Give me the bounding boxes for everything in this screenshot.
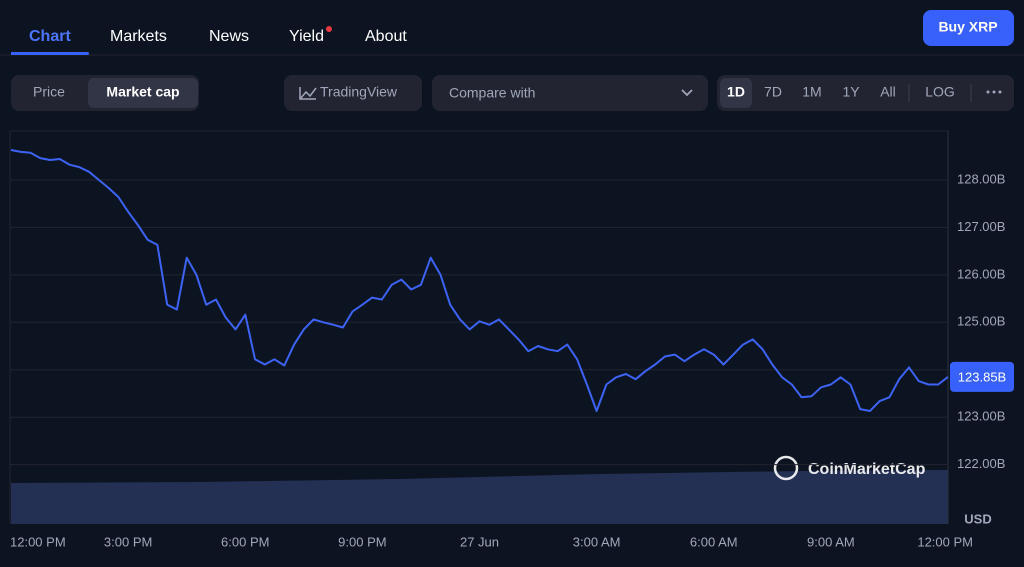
nav-tab[interactable]: Chart <box>29 28 71 45</box>
range-option[interactable]: 1D <box>727 84 745 100</box>
range-option[interactable]: 7D <box>764 84 782 100</box>
y-tick-label: 126.00B <box>957 266 1005 281</box>
notification-dot <box>325 26 332 32</box>
compare-label[interactable]: Compare with <box>449 85 535 101</box>
tradingview-button[interactable] <box>284 75 422 111</box>
x-tick-label: 9:00 AM <box>807 534 855 549</box>
volume-band <box>11 470 948 524</box>
buy-button[interactable] <box>923 10 1014 46</box>
price-tag-label: 123.85B <box>958 369 1006 384</box>
dot <box>998 90 1002 94</box>
chevron-icon <box>681 89 693 97</box>
buy-button-label[interactable]: Buy XRP <box>938 19 997 35</box>
range-option[interactable]: 1Y <box>842 84 860 100</box>
y-tick-label: 122.00B <box>957 456 1005 471</box>
x-tick-label: 3:00 PM <box>104 534 152 549</box>
x-tick-label: 9:00 PM <box>338 534 386 549</box>
dot <box>986 90 990 94</box>
toggle-option[interactable]: Price <box>33 84 65 100</box>
compare-select[interactable] <box>432 75 708 111</box>
range-option[interactable]: 1M <box>802 84 821 100</box>
nav-tab[interactable]: Markets <box>110 28 167 45</box>
range-option[interactable]: LOG <box>925 84 955 100</box>
y-tick-label: 123.00B <box>957 409 1005 424</box>
range-option[interactable]: All <box>880 84 896 100</box>
x-tick-label: 12:00 PM <box>917 534 973 549</box>
x-tick-label: 12:00 PM <box>10 534 66 549</box>
nav-tab[interactable]: Yield <box>289 28 324 45</box>
watermark: CoinMarketCap <box>808 461 926 478</box>
x-tick-label: 6:00 AM <box>690 534 738 549</box>
tradingview-icon <box>299 87 317 100</box>
range-active <box>720 78 752 108</box>
x-tick-label: 27 Jun <box>460 534 499 549</box>
watermark-logo <box>773 455 799 481</box>
nav-tab[interactable]: About <box>365 28 407 45</box>
y-tick-label: 128.00B <box>957 171 1005 186</box>
y-tick-label: 127.00B <box>957 219 1005 234</box>
toggle-active <box>88 78 198 108</box>
nav-tab[interactable]: News <box>209 28 249 45</box>
x-tick-label: 3:00 AM <box>573 534 621 549</box>
more-icon[interactable] <box>986 90 1002 94</box>
tradingview-label[interactable]: TradingView <box>320 84 398 100</box>
toggle-option[interactable]: Market cap <box>106 84 179 100</box>
price-line <box>10 149 949 412</box>
range-group <box>717 75 1014 111</box>
tab-underline <box>11 52 89 55</box>
x-tick-label: 6:00 PM <box>221 534 269 549</box>
unit-label: USD <box>964 511 991 526</box>
dot <box>992 90 996 94</box>
price-tag <box>950 361 1014 392</box>
y-tick-label: 125.00B <box>957 314 1005 329</box>
